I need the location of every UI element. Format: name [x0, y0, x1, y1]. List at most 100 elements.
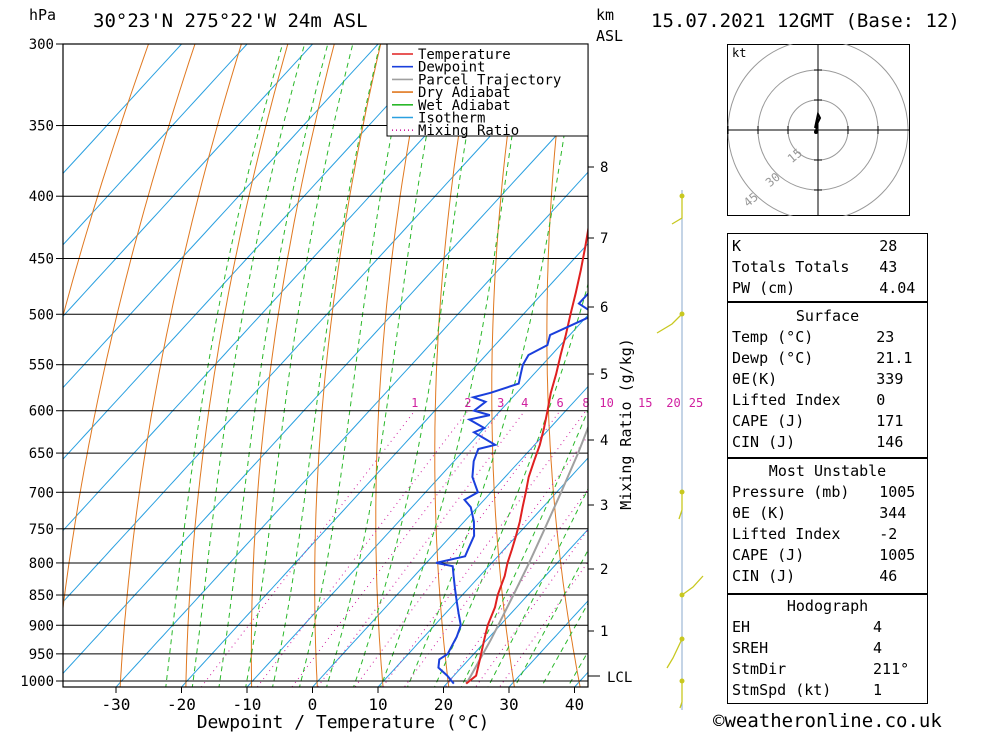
mixing-ratio-label: 25: [689, 396, 703, 410]
index-row: StmSpd (kt) 1: [728, 679, 927, 700]
index-row: Dewp (°C) 21.1: [728, 347, 927, 368]
isotherm-line: [63, 100, 588, 675]
wet-adiabat-line: [165, 44, 284, 687]
dry-adiabat-line: [314, 44, 382, 687]
index-row: Lifted Index -2: [728, 523, 927, 544]
index-row-pw: PW (cm) 4.04: [728, 277, 927, 298]
index-label: StmSpd (kt): [732, 680, 832, 699]
legend-label: Wet Adiabat: [418, 98, 511, 114]
hodo-unit-label: kt: [732, 46, 746, 60]
isotherm-line: [246, 314, 588, 687]
km-tick-label: 1: [600, 624, 608, 640]
km-tick-label: 7: [600, 231, 608, 247]
hodo-trace: [814, 111, 822, 133]
index-value: -2: [879, 524, 898, 543]
km-tick-label: 6: [600, 300, 608, 316]
index-value: 146: [876, 432, 904, 451]
legend-label: Dewpoint: [418, 60, 485, 76]
mixing-ratio-label: 2: [464, 396, 471, 410]
copyright-link[interactable]: ©weatheronline.co.uk: [713, 710, 942, 732]
indices-hodo-box: [727, 594, 928, 704]
index-row: CAPE (J) 1005: [728, 544, 927, 565]
parcel-trajectory-line: [465, 425, 588, 685]
x-axis-tick-label: 30: [499, 695, 518, 714]
wind-barb: [656, 313, 683, 334]
index-value: 344: [879, 503, 907, 522]
mixing-ratio-line: [444, 488, 588, 687]
index-row: EH 4: [728, 616, 927, 637]
legend-label: Parcel Trajectory: [418, 72, 561, 88]
height-unit-asl-label: ASL: [596, 27, 624, 45]
hodo-title: Hodograph: [786, 596, 869, 615]
dry-adiabat-line: [185, 44, 289, 687]
indices-surface-table: Surface Temp (°C) 23 Dewp (°C) 21.1 θE(K) 3…: [728, 305, 927, 452]
wet-adiabat-line: [353, 44, 483, 687]
index-row: CAPE (J) 171: [728, 410, 927, 431]
mixing-ratio-label: 8: [582, 396, 589, 410]
index-value: 21.1: [876, 348, 913, 367]
isotherm-line: [377, 457, 588, 687]
pressure-tick-label: 300: [29, 37, 54, 53]
km-tick-label: 8: [600, 160, 608, 176]
index-label: θE(K): [732, 369, 778, 388]
x-axis-tick-label: 40: [565, 695, 584, 714]
index-label: CIN (J): [732, 566, 796, 585]
x-axis-label: Dewpoint / Temperature (°C): [197, 712, 490, 733]
x-axis-tick-label: -30: [102, 695, 131, 714]
wind-barb-dot: [679, 193, 685, 199]
index-label: Totals Totals: [732, 257, 850, 276]
wind-barb-dot: [679, 636, 685, 642]
index-value: 4.04: [879, 278, 916, 297]
indices-basic-box: [727, 233, 928, 302]
index-row: Temp (°C) 23: [728, 326, 927, 347]
dry-adiabat-line: [937, 26, 1000, 707]
index-value: 171: [876, 411, 904, 430]
x-axis-tick-label: -20: [167, 695, 196, 714]
mixing-ratio-line: [256, 410, 469, 687]
isotherm-line: [508, 600, 588, 687]
dry-adiabat-line: [546, 44, 581, 687]
legend-label: Temperature: [418, 47, 511, 63]
dry-adiabat-line: [491, 44, 521, 687]
dry-adiabat-line: [63, 44, 150, 318]
isotherm-line: [63, 44, 445, 460]
wind-barb-column: [656, 190, 704, 710]
wind-barb-dot: [679, 678, 685, 684]
index-value: 1005: [879, 545, 916, 564]
x-axis-tick-label: 20: [434, 695, 453, 714]
mu-title: Most Unstable: [768, 461, 887, 480]
pressure-tick-label: 600: [29, 404, 54, 420]
index-row: SREH 4: [728, 637, 927, 658]
index-row-k: K 28: [728, 235, 927, 256]
index-value: 43: [879, 257, 898, 276]
index-row-tt: Totals Totals 43: [728, 256, 927, 277]
index-label: θE (K): [732, 503, 787, 522]
index-row: Lifted Index 0: [728, 389, 927, 410]
x-axis-tick-label: -10: [233, 695, 262, 714]
isotherm-line: [63, 44, 576, 603]
dry-adiabat-line: [375, 44, 428, 687]
mixing-ratio-line: [381, 410, 587, 687]
pressure-unit-label: hPa: [29, 6, 57, 24]
dry-adiabat-line: [983, 26, 1000, 707]
wind-barb: [679, 681, 683, 709]
indices-basic-table: K 28 Totals Totals 43 PW (cm) 4.04: [728, 235, 927, 298]
mixing-ratio-line: [200, 410, 416, 687]
hodograph-chart: kt 15 30 45: [727, 44, 910, 216]
wet-adiabat-line: [380, 44, 528, 687]
index-row: CIN (J) 46: [728, 565, 927, 586]
isotherm-line: [63, 44, 314, 317]
index-label: Dewp (°C): [732, 348, 814, 367]
index-label: CAPE (J): [732, 411, 805, 430]
indices-hodo-table: Hodograph EH 4 SREH 4 StmDir 211° StmSpd (k…: [728, 595, 927, 700]
x-axis-tick-label: 10: [368, 695, 387, 714]
index-value: 1005: [879, 482, 916, 501]
index-label: StmDir: [732, 659, 787, 678]
wind-barb: [678, 492, 683, 520]
mixing-ratio-label: 1: [411, 396, 418, 410]
wind-barb-dot: [679, 592, 685, 598]
index-value: 1: [873, 680, 883, 699]
mixing-ratio-line: [475, 528, 588, 687]
x-axis-tick-label: 0: [308, 695, 318, 714]
index-label: K: [732, 236, 742, 255]
